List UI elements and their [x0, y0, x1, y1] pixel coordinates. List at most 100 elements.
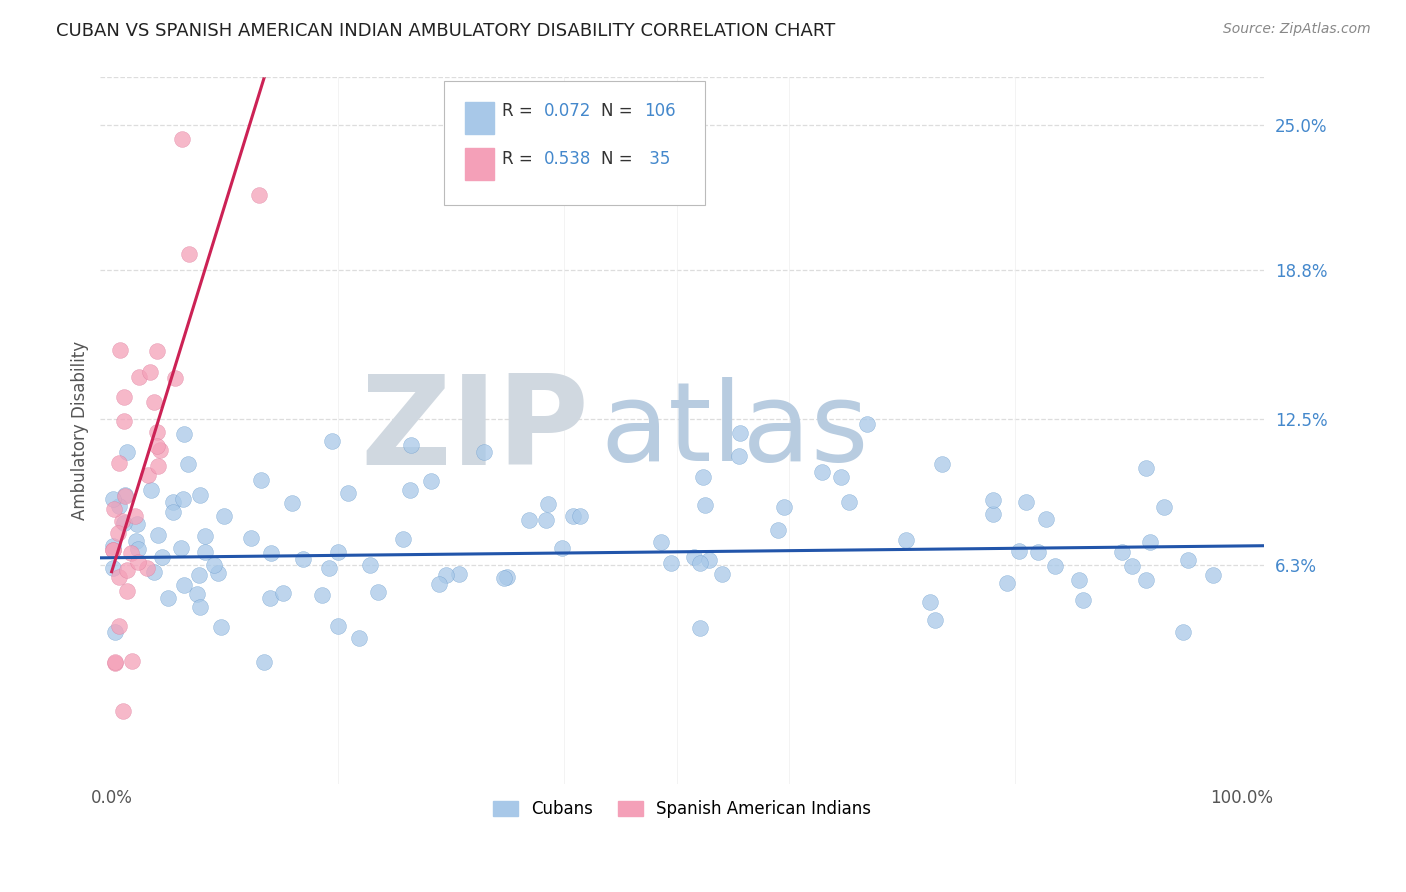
Point [101, 543, 124, 558]
Point [1071, 593, 1094, 607]
Point [1135, 573, 1157, 587]
Point [689, 621, 711, 635]
Point [367, 585, 389, 599]
Point [569, 508, 592, 523]
Point [337, 486, 360, 500]
Point [401, 437, 423, 451]
Point [894, 533, 917, 547]
Point [128, 369, 150, 384]
Point [697, 553, 720, 567]
Point [318, 560, 340, 574]
Point [1008, 543, 1031, 558]
Point [1121, 558, 1143, 573]
Point [103, 561, 125, 575]
Point [173, 427, 195, 442]
Point [434, 568, 457, 582]
Point [772, 500, 794, 515]
Text: R =: R = [502, 150, 538, 168]
Point [693, 498, 716, 512]
Point [321, 434, 343, 448]
Point [392, 532, 415, 546]
Point [112, 516, 135, 531]
Point [108, 618, 131, 632]
Point [125, 533, 148, 548]
Point [447, 567, 470, 582]
Text: 0.538: 0.538 [544, 150, 591, 168]
Text: N =: N = [600, 102, 637, 120]
Point [124, 508, 146, 523]
Point [186, 587, 208, 601]
Point [194, 545, 217, 559]
Point [117, 563, 139, 577]
Point [145, 439, 167, 453]
Point [830, 470, 852, 484]
Point [162, 495, 184, 509]
Point [101, 543, 124, 558]
Point [534, 514, 557, 528]
Point [172, 132, 194, 146]
Point [188, 488, 211, 502]
Point [918, 595, 941, 609]
Text: 0.072: 0.072 [544, 102, 591, 120]
Point [981, 507, 1004, 521]
Point [114, 489, 136, 503]
Point [349, 631, 371, 645]
Point [259, 591, 281, 606]
Point [1135, 461, 1157, 475]
Point [326, 544, 349, 558]
Point [112, 414, 135, 428]
Point [177, 246, 200, 260]
Point [146, 458, 169, 473]
Point [1067, 573, 1090, 587]
Text: 106: 106 [644, 102, 675, 120]
Point [562, 509, 585, 524]
Point [202, 558, 225, 573]
Point [420, 474, 443, 488]
Point [173, 578, 195, 592]
Point [111, 514, 134, 528]
Point [188, 599, 211, 614]
Point [280, 496, 302, 510]
Point [253, 655, 276, 669]
Text: ZIP: ZIP [360, 370, 589, 491]
Point [104, 625, 127, 640]
Point [150, 549, 173, 564]
Point [104, 655, 127, 669]
Point [149, 442, 172, 457]
Point [127, 517, 149, 532]
Point [273, 586, 295, 600]
Point [1111, 545, 1133, 559]
Point [146, 528, 169, 542]
Text: 35: 35 [644, 150, 671, 168]
Point [139, 483, 162, 497]
Point [103, 491, 125, 506]
Point [551, 541, 574, 556]
Point [115, 445, 138, 459]
Point [108, 499, 131, 513]
Point [311, 588, 333, 602]
Point [1171, 624, 1194, 639]
Point [682, 549, 704, 564]
Point [107, 526, 129, 541]
Point [209, 620, 232, 634]
Point [766, 524, 789, 538]
Text: Source: ZipAtlas.com: Source: ZipAtlas.com [1223, 22, 1371, 37]
Bar [464, 103, 494, 134]
Text: atlas: atlas [600, 377, 869, 484]
Text: CUBAN VS SPANISH AMERICAN INDIAN AMBULATORY DISABILITY CORRELATION CHART: CUBAN VS SPANISH AMERICAN INDIAN AMBULAT… [56, 22, 835, 40]
Point [162, 505, 184, 519]
Point [650, 535, 672, 549]
Point [292, 552, 315, 566]
Point [260, 546, 283, 560]
Point [838, 495, 860, 509]
Point [1201, 567, 1223, 582]
Point [689, 556, 711, 570]
Point [359, 558, 381, 572]
Point [1139, 535, 1161, 549]
Point [111, 704, 134, 718]
Point [112, 390, 135, 404]
Point [995, 575, 1018, 590]
Point [107, 569, 129, 583]
Point [146, 343, 169, 358]
Point [101, 539, 124, 553]
